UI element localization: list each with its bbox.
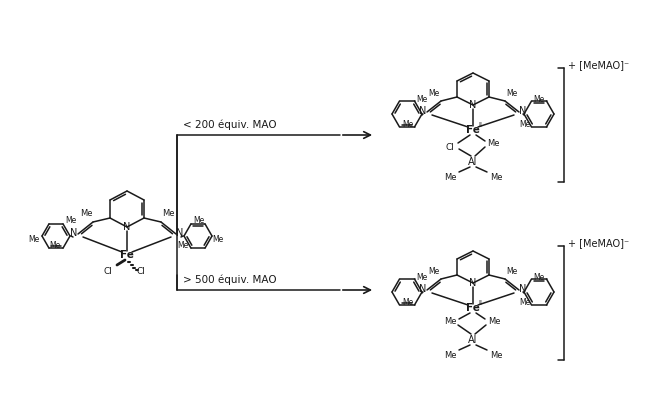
Text: II: II: [478, 122, 482, 128]
Text: Me: Me: [444, 318, 456, 326]
Text: N: N: [519, 106, 526, 116]
Text: Me: Me: [402, 120, 413, 129]
Text: + [MeMAO]⁻: + [MeMAO]⁻: [568, 60, 629, 70]
Text: Me: Me: [213, 236, 224, 244]
Text: N: N: [124, 222, 131, 232]
Text: Me: Me: [533, 95, 544, 103]
Text: > 500 équiv. MAO: > 500 équiv. MAO: [183, 275, 277, 285]
Text: Me: Me: [488, 318, 500, 326]
Text: Al: Al: [468, 157, 478, 167]
Text: N: N: [70, 228, 78, 238]
Text: Me: Me: [402, 299, 413, 307]
Text: Me: Me: [428, 88, 439, 97]
Text: N: N: [469, 100, 476, 110]
Text: N: N: [469, 278, 476, 288]
Text: Me: Me: [489, 352, 502, 360]
Text: Me: Me: [49, 241, 60, 249]
Text: Me: Me: [66, 216, 77, 225]
Text: Me: Me: [506, 267, 517, 276]
Text: Cl: Cl: [445, 143, 454, 152]
Text: Me: Me: [506, 88, 517, 97]
Text: Me: Me: [80, 209, 92, 217]
Text: N: N: [519, 284, 526, 294]
Text: Me: Me: [444, 173, 456, 183]
Text: Me: Me: [416, 95, 427, 103]
Text: Fe: Fe: [466, 125, 480, 135]
Text: N: N: [176, 228, 184, 238]
Text: Me: Me: [29, 236, 40, 244]
Text: Me: Me: [416, 272, 427, 282]
Text: Me: Me: [489, 173, 502, 183]
Text: + [MeMAO]⁻: + [MeMAO]⁻: [568, 238, 629, 248]
Text: II: II: [478, 300, 482, 306]
Text: Fe: Fe: [120, 250, 134, 260]
Text: Me: Me: [519, 120, 530, 129]
Text: N: N: [419, 106, 426, 116]
Text: < 200 équiv. MAO: < 200 équiv. MAO: [183, 120, 277, 130]
Text: Me: Me: [177, 241, 188, 249]
Text: Me: Me: [194, 216, 205, 225]
Text: Me: Me: [487, 139, 499, 148]
Text: Me: Me: [519, 299, 530, 307]
Text: Me: Me: [444, 352, 456, 360]
Text: Cl: Cl: [136, 267, 146, 276]
Text: Fe: Fe: [466, 303, 480, 313]
Text: Cl: Cl: [103, 267, 112, 276]
Text: N: N: [419, 284, 426, 294]
Text: Me: Me: [428, 267, 439, 276]
Text: Al: Al: [468, 335, 478, 345]
Text: Me: Me: [533, 272, 544, 282]
Text: Me: Me: [162, 209, 174, 217]
